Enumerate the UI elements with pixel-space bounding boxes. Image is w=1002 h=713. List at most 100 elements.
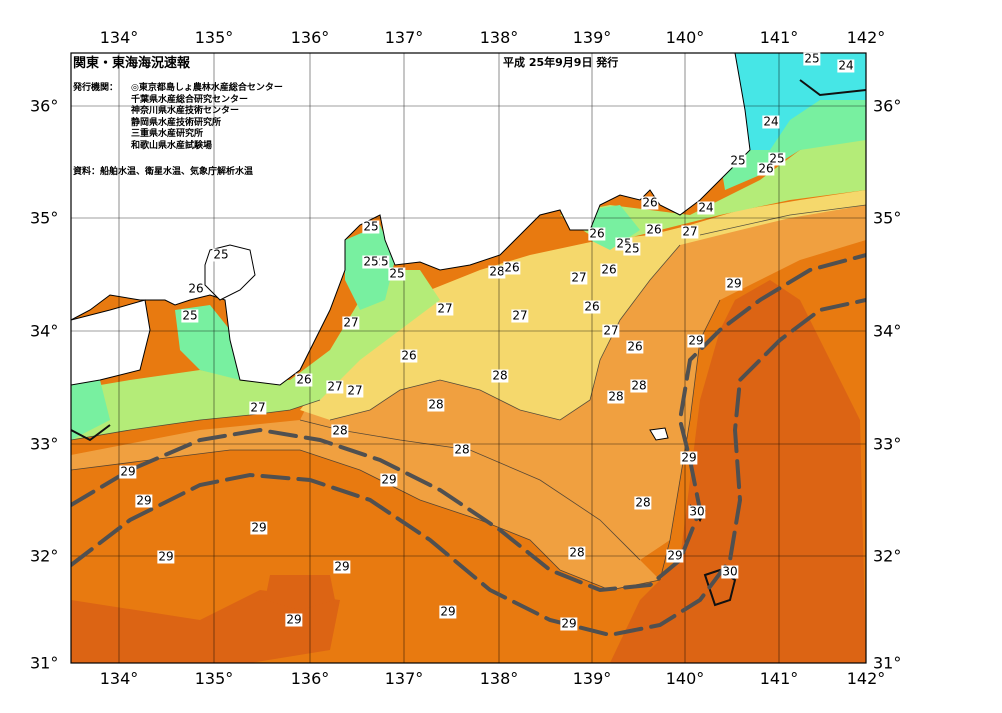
isotherm-label: 28 [427,397,445,412]
longitude-label-top: 140° [665,28,705,47]
longitude-label-bottom: 139° [572,669,612,688]
latitude-label-right: 33° [873,434,902,454]
latitude-label-right: 35° [873,208,902,228]
isotherm-label: 29 [666,548,684,563]
longitude-label-bottom: 134° [99,669,139,688]
isotherm-label: 25 [768,151,786,166]
isotherm-label: 28 [630,378,648,393]
isotherm-label: 27 [342,315,360,330]
isotherm-label: 25 [362,219,380,234]
longitude-label-bottom: 140° [665,669,705,688]
isotherm-label: 29 [687,333,705,348]
isotherm-label: 26 [626,339,644,354]
isotherm-label: 26 [645,222,663,237]
isotherm-label: 26 [600,262,618,277]
isotherm-label: 29 [119,464,137,479]
longitude-label-bottom: 138° [479,669,519,688]
longitude-label-bottom: 137° [384,669,424,688]
isotherm-label: 27 [326,379,344,394]
isotherm-label: 29 [250,520,268,535]
isotherm-label: 27 [346,383,364,398]
latitude-label-left: 33° [30,434,59,454]
temp-zone-28 [71,205,866,590]
longitude-label-top: 134° [99,28,139,47]
isotherm-label: 26 [757,161,775,176]
isotherm-label: 24 [837,58,855,73]
temp-zone-27 [300,190,866,420]
latitude-label-left: 34° [30,321,59,341]
longitude-label-top: 136° [290,28,330,47]
temp-zone-30-pool [265,575,335,610]
issuer-list: 発行機関： ◎東京都島しょ農林水産総合センター 千葉県水産総合研究センター 神奈川… [73,83,283,152]
issuer-item: 和歌山県水産試験場 [131,140,213,151]
isotherm-label: 29 [380,472,398,487]
land-honshu [71,53,751,386]
longitude-label-top: 142° [846,28,886,47]
issue-date: 平成 25年9月9日 発行 [503,56,619,69]
map-title: 関東・東海海況速報 [73,56,191,71]
isotherm-label: 30 [721,564,739,579]
issuer-item: 静岡県水産技術研究所 [131,117,222,128]
isotherm-label: 29 [333,559,351,574]
isotherm-label: 25 [362,254,380,269]
isotherm-label: 25 [212,247,230,262]
isotherm-label: 27 [681,224,699,239]
isotherm-label: 25 [388,266,406,281]
isotherm-label: 26 [295,372,313,387]
issuer-item: 千葉県水産総合研究センター [131,94,249,105]
longitude-label-top: 141° [759,28,799,47]
isotherm-label: 29 [560,616,578,631]
latitude-label-left: 36° [30,96,59,116]
isotherm-label: 25 [729,153,747,168]
latitude-label-left: 32° [30,546,59,566]
isotherm-label: 28 [453,442,471,457]
isotherm-label: 29 [725,276,743,291]
isotherm-label: 28 [634,495,652,510]
latitude-label-left: 35° [30,208,59,228]
isotherm-label: 29 [135,493,153,508]
longitude-label-bottom: 136° [290,669,330,688]
isotherm-label: 26 [187,281,205,296]
temp-zone-30-south [71,590,340,663]
isotherm-label: 27 [602,323,620,338]
isotherm-label: 28 [331,423,349,438]
isotherm-label: 29 [157,549,175,564]
isotherm-label: 28 [568,545,586,560]
isotherm-label: 28 [607,389,625,404]
longitude-label-top: 137° [384,28,424,47]
isotherm-label: 27 [511,308,529,323]
land-miyake [649,427,669,441]
map-frame [70,52,867,664]
isotherm-label: 29 [680,450,698,465]
isotherm-label: 29 [285,612,303,627]
data-source: 資料：船舶水温、衛星水温、気象庁解析水温 [73,167,254,177]
kuroshio-north [71,253,866,593]
issuer-heading: 発行機関： [73,83,119,93]
isotherm-label: 25 [623,241,641,256]
isotherm-label: 27 [570,270,588,285]
isotherm-label: 29 [439,604,457,619]
isotherm-label: 25 [803,51,821,66]
isotherm-label: 27 [436,301,454,316]
isotherm-label: 26 [588,226,606,241]
latitude-label-right: 31° [873,653,902,673]
isotherm-label: 26 [503,260,521,275]
land-shikoku [71,299,151,386]
longitude-label-bottom: 135° [194,669,234,688]
kuroshio-south [71,298,866,638]
issuer-item: 三重県水産研究所 [131,129,204,139]
latitude-label-right: 34° [873,321,902,341]
isotherm-label: 24 [762,114,780,129]
isotherm-label: 28 [491,368,509,383]
isotherm-label: 27 [249,400,267,415]
issuer-item: ◎東京都島しょ農林水産総合センター [131,83,283,93]
isotherm-label: 28 [488,264,506,279]
temp-zone-26 [71,130,866,440]
isotherm-label: 24 [697,200,715,215]
isotherm-label: 26 [641,195,659,210]
isotherm-label: 30 [688,504,706,519]
latitude-label-left: 31° [30,653,59,673]
longitude-label-top: 135° [194,28,234,47]
issuer-item: 神奈川県水産技術センター [131,106,240,116]
